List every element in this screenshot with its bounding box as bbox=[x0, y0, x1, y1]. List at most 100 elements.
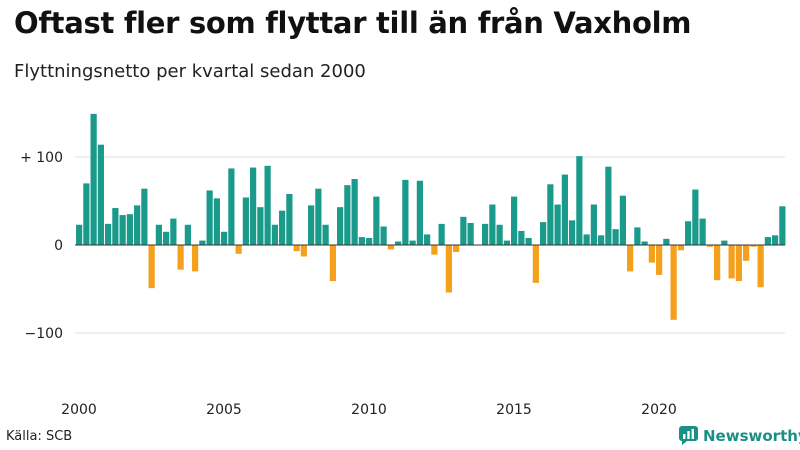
bar bbox=[380, 226, 387, 245]
chart-title: Oftast fler som flyttar till än från Vax… bbox=[14, 6, 692, 40]
bar bbox=[221, 231, 228, 245]
bar bbox=[184, 224, 191, 245]
bar bbox=[525, 237, 532, 245]
bar bbox=[561, 174, 568, 245]
bar bbox=[670, 245, 677, 320]
bar bbox=[250, 167, 257, 245]
bar bbox=[300, 245, 307, 257]
bar bbox=[648, 245, 655, 263]
bar bbox=[511, 196, 518, 245]
bar bbox=[308, 205, 315, 245]
bar bbox=[373, 196, 380, 245]
bar bbox=[764, 237, 771, 245]
bar bbox=[576, 156, 583, 245]
bar bbox=[112, 208, 119, 245]
bar bbox=[119, 215, 126, 245]
bar bbox=[431, 245, 438, 255]
bar bbox=[387, 245, 394, 250]
bar bbox=[460, 216, 467, 245]
bar bbox=[351, 179, 358, 245]
bar bbox=[97, 144, 104, 245]
bar bbox=[772, 235, 779, 245]
bar bbox=[228, 168, 235, 245]
x-tick-label: 2015 bbox=[496, 402, 532, 418]
chart-subtitle: Flyttningsnetto per kvartal sedan 2000 bbox=[14, 61, 366, 82]
bar bbox=[424, 234, 431, 245]
bar bbox=[590, 204, 597, 245]
bar bbox=[532, 245, 539, 283]
bar bbox=[402, 179, 409, 245]
bar bbox=[518, 230, 525, 245]
bar bbox=[779, 206, 786, 245]
bar bbox=[409, 240, 416, 245]
brand-name: Newsworthy bbox=[703, 426, 800, 445]
bar bbox=[721, 240, 728, 245]
bar bbox=[482, 223, 489, 245]
bar bbox=[279, 210, 286, 245]
bar bbox=[728, 245, 735, 279]
bar bbox=[743, 245, 750, 261]
bar bbox=[163, 231, 170, 245]
bar bbox=[83, 183, 90, 245]
bar bbox=[619, 195, 626, 245]
bar bbox=[141, 188, 148, 245]
bar bbox=[206, 190, 213, 245]
bar bbox=[489, 204, 496, 245]
bar bbox=[395, 241, 402, 245]
bar bbox=[467, 223, 474, 245]
bar bbox=[126, 214, 133, 245]
bar bbox=[583, 234, 590, 245]
x-tick-label: 2000 bbox=[61, 402, 97, 418]
bar bbox=[105, 223, 112, 245]
bar bbox=[706, 245, 713, 247]
bar bbox=[76, 224, 83, 245]
bar bbox=[155, 224, 162, 245]
bar bbox=[148, 245, 155, 289]
bar bbox=[235, 245, 242, 254]
bar bbox=[540, 222, 547, 245]
bar bbox=[329, 245, 336, 282]
bar bbox=[598, 235, 605, 245]
source-note: Källa: SCB bbox=[6, 429, 73, 444]
bar bbox=[242, 197, 249, 245]
bar bbox=[445, 245, 452, 293]
bar bbox=[677, 245, 684, 251]
bar bbox=[735, 245, 742, 282]
bar bbox=[692, 189, 699, 245]
bar bbox=[90, 113, 97, 245]
bar bbox=[322, 224, 329, 245]
bar bbox=[315, 188, 322, 245]
bar bbox=[366, 237, 373, 245]
bar bbox=[264, 165, 271, 245]
bar bbox=[438, 223, 445, 245]
bar bbox=[293, 245, 300, 252]
bar bbox=[134, 205, 141, 245]
bar bbox=[177, 245, 184, 270]
bar bbox=[685, 221, 692, 245]
bar bbox=[605, 166, 612, 245]
bar bbox=[286, 193, 293, 245]
y-tick-label: 0 bbox=[54, 238, 63, 254]
bar bbox=[257, 207, 264, 245]
bar bbox=[192, 245, 199, 272]
bar bbox=[496, 224, 503, 245]
bar bbox=[656, 245, 663, 275]
bar bbox=[199, 240, 206, 245]
bar bbox=[699, 218, 706, 245]
bar bbox=[503, 240, 510, 245]
brand-logo: Newsworthy bbox=[679, 426, 800, 445]
y-tick-label: −100 bbox=[25, 326, 63, 342]
bar bbox=[213, 198, 220, 245]
x-tick-label: 2005 bbox=[206, 402, 242, 418]
bar bbox=[271, 224, 278, 245]
bar bbox=[344, 185, 351, 245]
bar bbox=[663, 238, 670, 245]
bar bbox=[757, 245, 764, 288]
bar bbox=[170, 218, 177, 245]
bar bbox=[547, 184, 554, 245]
bar bbox=[416, 180, 423, 245]
bar bbox=[453, 245, 460, 253]
bar bbox=[612, 229, 619, 245]
bar bbox=[554, 204, 561, 245]
